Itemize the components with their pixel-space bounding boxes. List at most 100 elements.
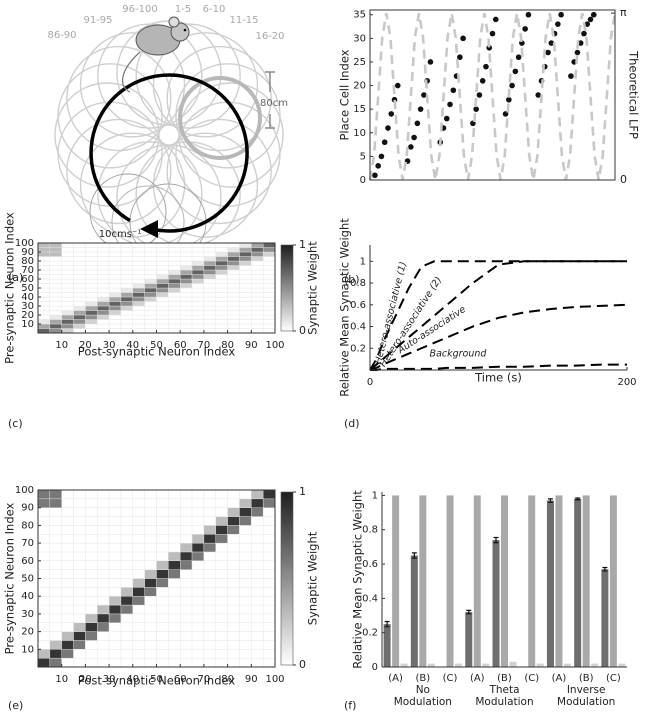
- heatmap-cell: [262, 569, 276, 579]
- heatmap-cell: [215, 596, 228, 606]
- heatmap-cell: [156, 260, 169, 266]
- group-label-box: Inverse Modulation: [557, 684, 615, 708]
- heatmap-cell: [156, 301, 169, 307]
- heatmap-cell: [262, 278, 276, 284]
- heatmap-cell: [251, 578, 264, 588]
- heatmap-cell: [108, 525, 122, 535]
- heatmap-cell: [179, 314, 193, 320]
- heatmap-cell: [191, 260, 205, 266]
- heatmap-cell: [144, 301, 157, 307]
- colorbar-title: Synaptic Weight: [306, 241, 320, 335]
- heatmap-cell: [239, 560, 252, 570]
- heatmap-cell: [61, 551, 74, 562]
- heatmap-cell: [144, 314, 157, 320]
- spike-point: [506, 96, 512, 103]
- place-field: [66, 45, 172, 152]
- heatmap-cell: [73, 251, 86, 257]
- heatmap-cell: [85, 247, 98, 253]
- heatmap-cell: [203, 578, 216, 588]
- place-field: [166, 118, 272, 225]
- scale-label: 80cm: [260, 98, 288, 109]
- track-label: 6-10: [203, 4, 226, 15]
- heatmap-cell: [251, 274, 264, 280]
- heatmap-cell: [85, 560, 98, 570]
- spike-point: [492, 16, 499, 23]
- heatmap-cell: [203, 587, 216, 597]
- heatmap-cell: [262, 323, 276, 329]
- heatmap-cell: [156, 287, 169, 293]
- heatmap-cell: [179, 323, 193, 329]
- heatmap-cell: [168, 622, 181, 632]
- heatmap-cell: [179, 542, 193, 553]
- heatmap-cell: [215, 260, 228, 266]
- heatmap-cell: [144, 657, 157, 668]
- y-tick-label: 0.4: [350, 322, 366, 333]
- heatmap-cell: [37, 489, 51, 500]
- heatmap-cell: [73, 525, 86, 535]
- colorbar: [280, 491, 294, 666]
- heatmap-cell: [239, 274, 252, 280]
- heatmap-cell: [191, 287, 205, 293]
- bar: [482, 663, 490, 667]
- heatmap-cell: [239, 296, 252, 302]
- heatmap-cell: [262, 551, 276, 562]
- heatmap-cell: [61, 507, 74, 517]
- heatmap-cell: [262, 640, 276, 650]
- heatmap-cell: [61, 265, 74, 271]
- heatmap-cell: [37, 640, 51, 650]
- heatmap-cell: [239, 613, 252, 623]
- heatmap-cell: [262, 596, 276, 606]
- heatmap-cell: [120, 622, 133, 632]
- spike-point: [476, 92, 483, 98]
- heatmap-cell: [168, 292, 181, 298]
- heatmap-cell: [73, 305, 86, 311]
- heatmap-cell: [144, 323, 157, 329]
- heatmap-cell: [37, 596, 51, 606]
- heatmap-cell: [85, 542, 98, 553]
- heatmap-cell: [97, 328, 110, 334]
- heatmap-cell: [144, 328, 157, 334]
- heatmap-cell: [262, 657, 276, 668]
- heatmap-cell: [179, 274, 193, 280]
- spike-point: [408, 144, 414, 150]
- heatmap-cell: [85, 319, 98, 325]
- error-bar: [547, 498, 553, 503]
- speed-label: 10cms⁻¹: [99, 229, 141, 240]
- heatmap-cell: [251, 631, 264, 641]
- heatmap-cell: [251, 587, 264, 597]
- heatmap-cell: [132, 265, 145, 271]
- heatmap-cell: [215, 578, 228, 588]
- heatmap-cell: [108, 578, 122, 588]
- heatmap-cell: [215, 283, 228, 289]
- heatmap-cell: [73, 292, 86, 298]
- heatmap-cell: [108, 265, 122, 271]
- heatmap-cell: [179, 587, 193, 597]
- heatmap-cell: [97, 292, 110, 298]
- heatmap-cell: [73, 301, 86, 307]
- weight-line: [369, 260, 627, 371]
- heatmap-cell: [108, 560, 122, 570]
- heatmap-cell: [85, 323, 98, 329]
- x-tick-label: 20: [79, 340, 92, 351]
- heatmap-cell: [73, 269, 86, 275]
- heatmap-cell: [215, 516, 228, 526]
- heatmap-cell: [156, 274, 169, 280]
- heatmap-cell: [132, 319, 145, 325]
- panel-label: (f): [344, 699, 356, 712]
- heatmap-cell: [120, 507, 133, 517]
- heatmap-cell: [61, 319, 74, 325]
- heatmap-cell: [97, 640, 110, 650]
- heatmap-cell: [215, 319, 228, 325]
- heatmap-cell: [156, 649, 169, 659]
- heatmap-cell: [144, 292, 157, 298]
- bar: [455, 663, 463, 667]
- heatmap-cell: [97, 560, 110, 570]
- heatmap-cell: [37, 649, 51, 659]
- heatmap-cell: [144, 242, 157, 248]
- heatmap-cell: [191, 649, 205, 659]
- heatmap-cell: [108, 604, 122, 615]
- heatmap-cell: [108, 587, 122, 597]
- scale-bracket: [265, 71, 275, 129]
- heatmap-cell: [262, 542, 276, 553]
- heatmap-cell: [120, 604, 133, 615]
